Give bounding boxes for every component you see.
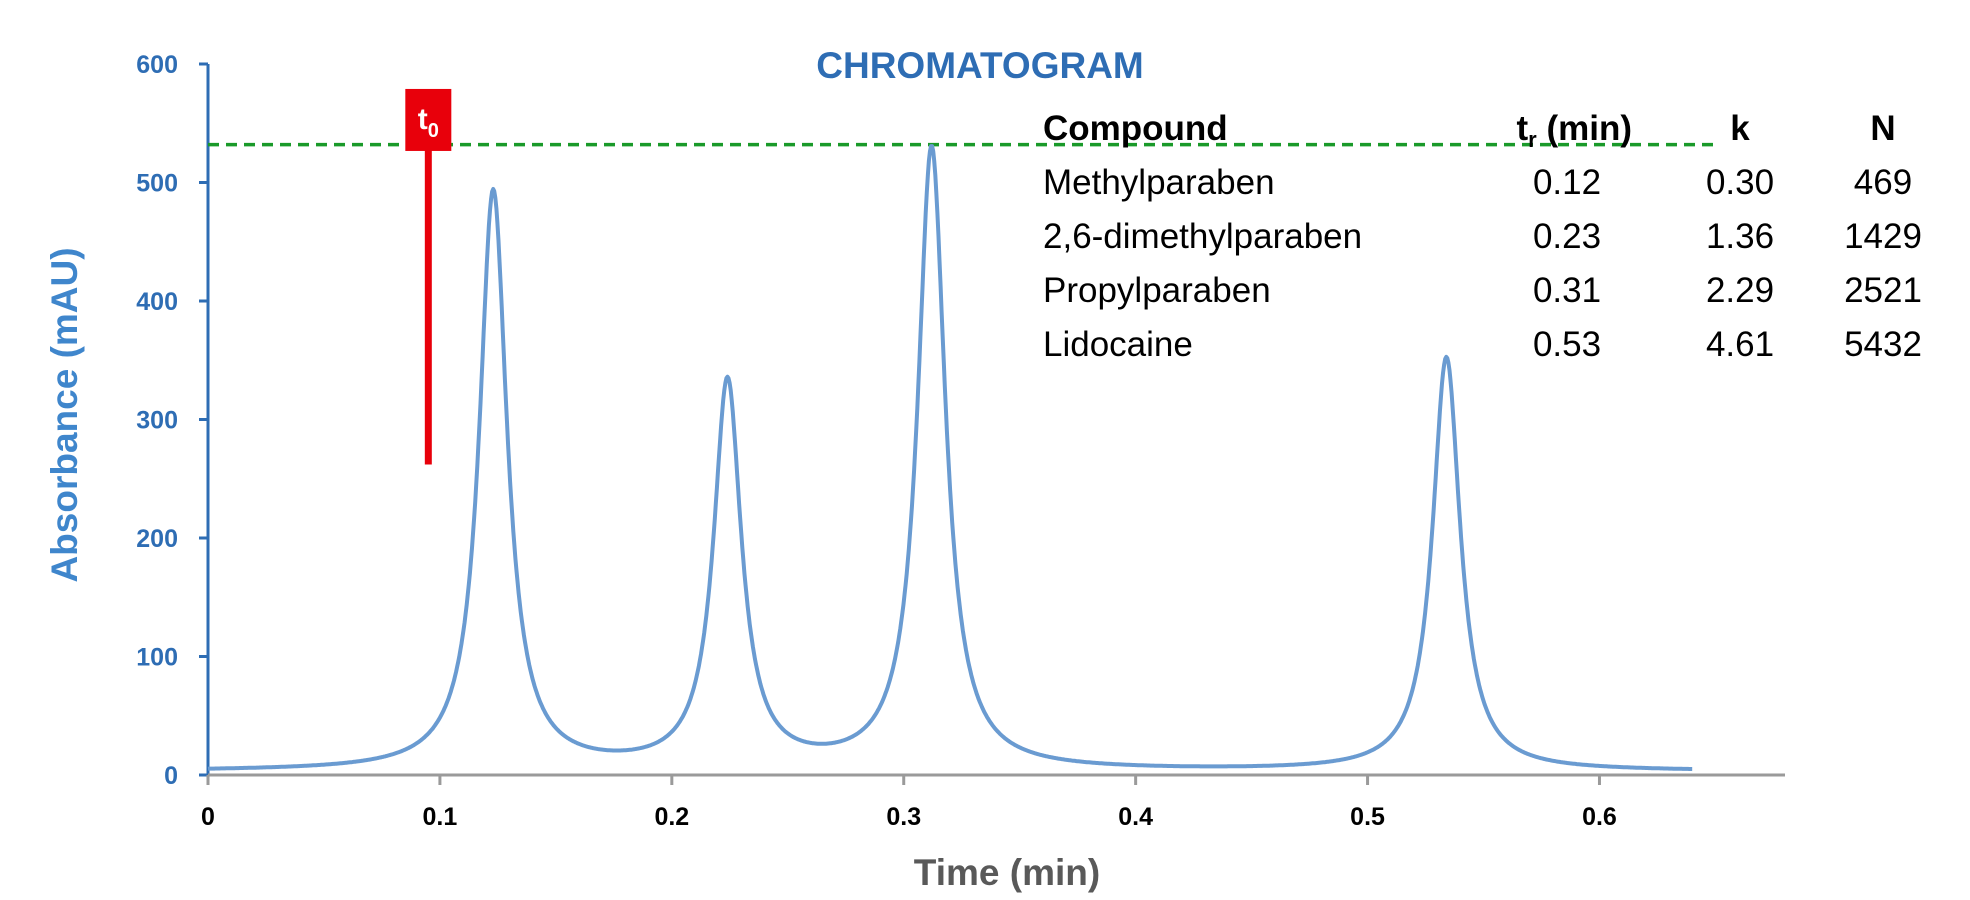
x-tick-label: 0.1 <box>423 803 458 831</box>
table-cell-n: 1429 <box>1844 217 1922 256</box>
table-cell-tr: 0.23 <box>1533 217 1601 256</box>
y-tick-label: 600 <box>136 51 178 79</box>
table-cell-tr: 0.31 <box>1533 271 1601 310</box>
y-axis-ticks: 0 100 200 300 400 500 600 <box>136 51 208 790</box>
table-cell-k: 2.29 <box>1706 271 1774 310</box>
y-tick-label: 500 <box>136 170 178 198</box>
y-tick-label: 100 <box>136 644 178 672</box>
table-cell-compound: Methylparaben <box>1043 163 1275 202</box>
table-header-n: N <box>1870 109 1895 148</box>
table-header-compound: Compound <box>1043 109 1228 148</box>
table-cell-n: 469 <box>1854 163 1912 202</box>
t0-label: t0 <box>418 103 439 142</box>
table-cell-k: 0.30 <box>1706 163 1774 202</box>
table-header-tr: tr (min) <box>1517 109 1632 152</box>
table-cell-tr: 0.12 <box>1533 163 1601 202</box>
table-cell-compound: Lidocaine <box>1043 325 1193 364</box>
y-tick-label: 200 <box>136 525 178 553</box>
y-axis-title: Absorbance (mAU) <box>44 247 85 582</box>
x-tick-label: 0 <box>201 803 215 831</box>
x-tick-label: 0.3 <box>886 803 921 831</box>
x-tick-label: 0.6 <box>1582 803 1617 831</box>
table-cell-k: 1.36 <box>1706 217 1774 256</box>
table-cell-n: 2521 <box>1844 271 1922 310</box>
x-tick-label: 0.2 <box>654 803 689 831</box>
compound-table: Compound tr (min) k N Methylparaben 0.12… <box>1043 109 1922 364</box>
x-axis-ticks: 0 0.1 0.2 0.3 0.4 0.5 0.6 <box>201 775 1617 831</box>
y-tick-label: 400 <box>136 288 178 316</box>
table-header-k: k <box>1730 109 1750 148</box>
y-tick-label: 0 <box>164 762 178 790</box>
table-cell-compound: 2,6-dimethylparaben <box>1043 217 1362 256</box>
chart-title: CHROMATOGRAM <box>816 45 1144 86</box>
table-cell-tr: 0.53 <box>1533 325 1601 364</box>
table-cell-compound: Propylparaben <box>1043 271 1271 310</box>
chromatogram-trace <box>207 144 1694 771</box>
x-tick-label: 0.5 <box>1350 803 1385 831</box>
table-cell-n: 5432 <box>1844 325 1922 364</box>
x-tick-label: 0.4 <box>1118 803 1153 831</box>
x-axis-title: Time (min) <box>914 852 1100 893</box>
y-tick-label: 300 <box>136 407 178 435</box>
table-cell-k: 4.61 <box>1706 325 1774 364</box>
t0-marker-box <box>405 88 452 151</box>
